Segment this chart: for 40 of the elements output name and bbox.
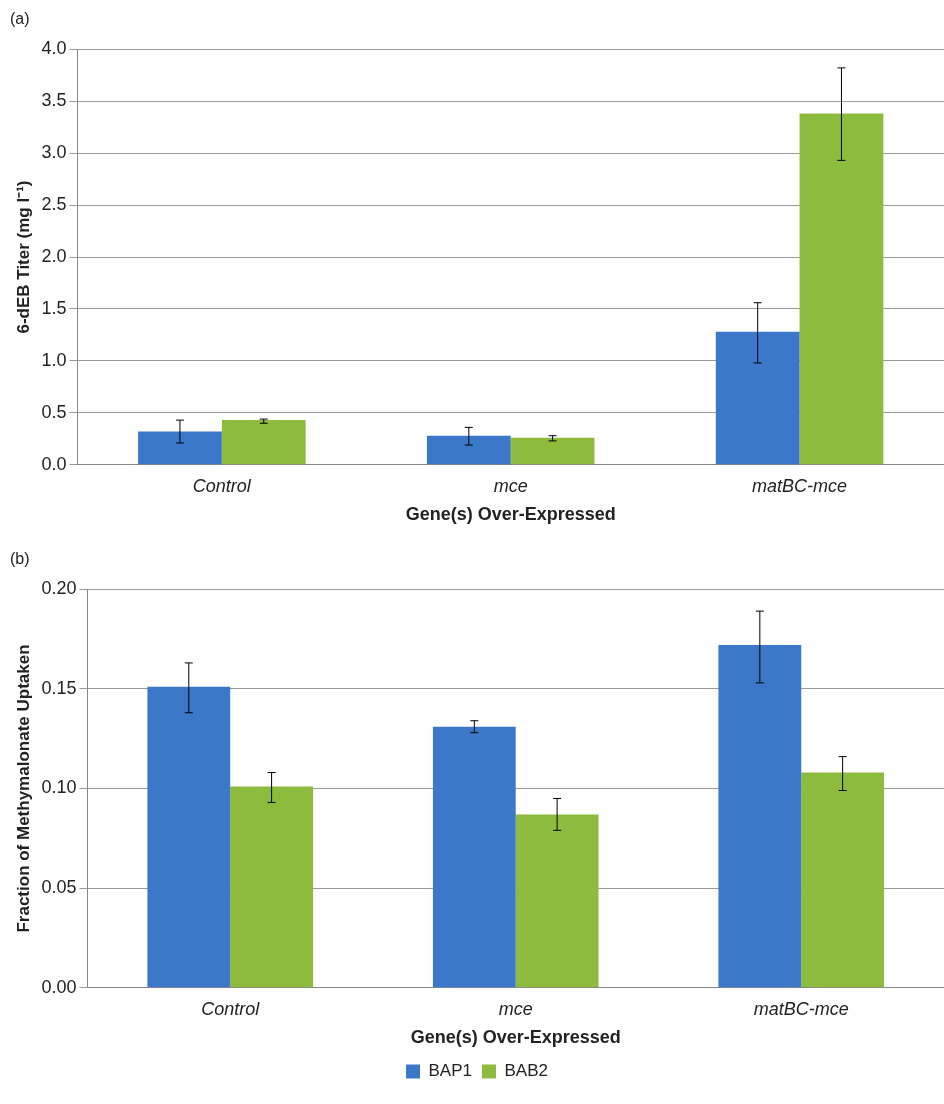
y-tick-label: 0.15 [41,677,77,698]
x-axis-title: Gene(s) Over-Expressed [410,1027,621,1048]
bar [426,435,511,465]
y-tick-label: 0.5 [41,401,67,422]
bar [515,814,599,988]
x-tick-label: matBC-mce [753,998,849,1019]
bar [801,772,885,988]
y-tick-label: 0.00 [41,976,77,997]
bar [799,113,884,465]
y-tick-label: 2.5 [41,194,67,215]
x-tick-label: mce [493,475,528,496]
y-tick-label: 1.5 [41,297,67,318]
legend-label: BAB2 [504,1061,548,1081]
y-tick-label: 4.0 [41,38,67,59]
chart-title: (a) [10,10,30,28]
y-tick-label: 0.10 [41,777,77,798]
y-axis-title: 6-dEB Titer (mg l⁻¹) [13,180,33,334]
y-axis-title: Fraction of Methymalonate Uptaken [13,644,33,933]
bar [221,420,306,465]
y-tick-label: 0.0 [41,453,67,474]
bar [147,686,231,988]
bar [715,331,800,465]
legend-label: BAP1 [428,1061,473,1081]
y-tick-label: 0.05 [41,877,77,898]
x-tick-label: Control [192,475,252,496]
bar [510,437,595,465]
y-tick-label: 3.0 [41,142,67,163]
bar [138,431,222,465]
y-tick-label: 3.5 [41,90,67,111]
x-axis-title: Gene(s) Over-Expressed [405,504,616,525]
x-tick-label: mce [498,998,533,1019]
x-tick-label: matBC-mce [752,475,848,496]
bar [230,786,313,988]
x-tick-label: Control [201,998,261,1019]
y-tick-label: 1.0 [41,349,67,370]
chart-title: (b) [10,550,30,568]
bar [718,645,802,988]
bar [432,726,516,988]
y-tick-label: 2.0 [41,245,67,266]
y-tick-label: 0.20 [41,578,77,599]
